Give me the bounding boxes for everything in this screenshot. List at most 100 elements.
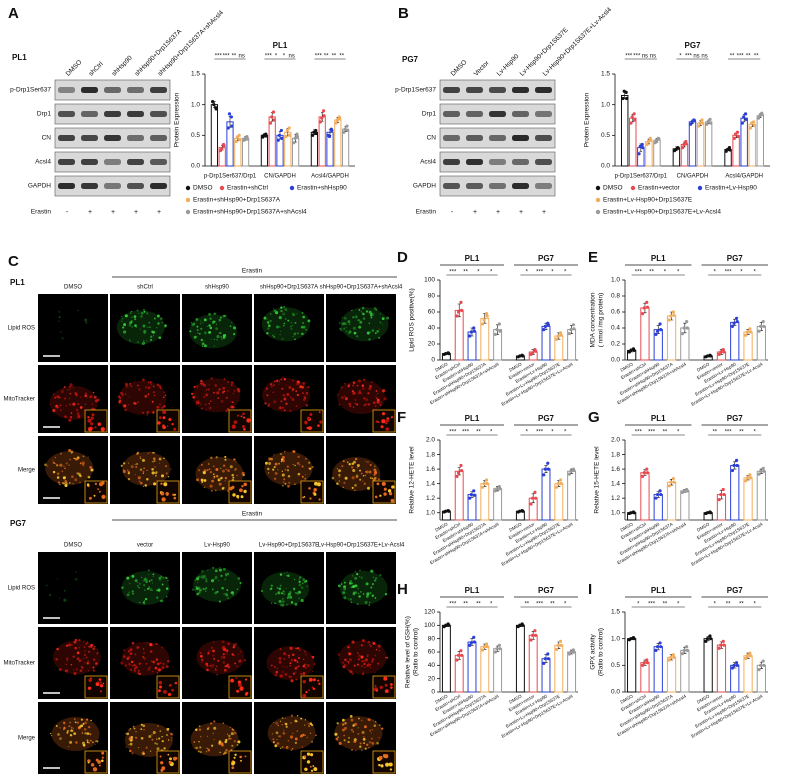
data-point (546, 323, 550, 327)
data-point (270, 115, 274, 119)
inset (300, 750, 324, 774)
fluorescence-spot (338, 480, 340, 482)
fluorescence-spot (345, 326, 347, 328)
fluorescence-spot (306, 736, 308, 738)
fluorescence-spot (365, 310, 369, 313)
fluorescence-spot (221, 586, 224, 590)
fluorescence-spot (149, 338, 153, 341)
fluorescence-spot (364, 600, 368, 604)
fluorescence-spot (282, 600, 285, 603)
fluorescence-spot (283, 306, 285, 308)
fluorescence-spot (140, 315, 143, 318)
fluorescence-spot (351, 640, 355, 644)
data-point (229, 115, 233, 119)
blot-band (535, 135, 552, 141)
micrograph (326, 436, 396, 504)
column-label: Lv-Hsp90+Drp1S637E (259, 543, 319, 549)
data-point (645, 300, 649, 304)
fluorescence-spot (337, 736, 339, 738)
fluorescence-spot (125, 384, 129, 388)
fluorescence-spot (278, 735, 282, 738)
fluorescence-spot (213, 312, 216, 315)
fluorescence-spot (339, 327, 342, 330)
fluorescence-spot (279, 334, 281, 336)
x-tick-label: DMSO (434, 693, 449, 704)
significance-label: ** (754, 54, 759, 60)
blot-band (512, 183, 529, 189)
data-point (708, 117, 712, 121)
fluorescence-spot (236, 474, 238, 477)
fluorescence-spot (225, 574, 227, 577)
data-point (669, 480, 673, 484)
blot-band (58, 183, 75, 189)
fluorescence-spot (75, 668, 79, 671)
data-point (533, 629, 537, 633)
inset-spot (237, 680, 242, 684)
fluorescence-spot (59, 409, 62, 411)
fluorescence-spot (225, 410, 228, 413)
fluorescence-spot (230, 732, 234, 736)
fluorescence-spot (363, 404, 366, 407)
significance-label: ** (712, 430, 717, 436)
fluorescence-spot (162, 662, 165, 665)
significance-label: ** (332, 54, 337, 60)
y-tick-label: 1.6 (611, 466, 620, 473)
significance-label: ** (463, 270, 468, 276)
inset-spot (232, 493, 236, 497)
inset-spot (380, 764, 384, 768)
fluorescence-spot (305, 328, 308, 331)
fluorescence-spot (159, 575, 163, 579)
fluorescence-spot (236, 665, 239, 668)
fluorescence-spot (357, 654, 361, 657)
fluorescence-spot (362, 671, 364, 673)
data-point (682, 648, 686, 653)
bar (653, 646, 663, 693)
y-tick-label: 0.5 (601, 132, 610, 139)
legend-label: Erastin+Lv-Hsp90 (705, 185, 757, 192)
inset (228, 480, 252, 504)
fluorescence-spot (270, 587, 273, 590)
data-point (658, 322, 662, 326)
bar (666, 315, 677, 361)
data-point (681, 146, 685, 150)
fluorescence-spot (142, 648, 145, 650)
fluorescence-spot (286, 393, 290, 396)
data-point (268, 121, 273, 125)
inset-spot (101, 751, 105, 755)
blot-band (104, 183, 121, 189)
fluorescence-spot (198, 588, 202, 592)
inset-spot (100, 427, 105, 432)
fluorescence-spot (87, 660, 89, 662)
panel-label: D (397, 249, 408, 266)
fluorescence-spot (371, 329, 375, 332)
data-point (533, 490, 537, 494)
inset (372, 675, 396, 699)
fluorescence-spot (233, 390, 235, 392)
panel-label: F (397, 409, 406, 426)
fluorescence-spot (200, 463, 203, 466)
fluorescence-spot (354, 576, 358, 580)
data-point (529, 638, 533, 642)
fluorescence-spot (147, 667, 151, 671)
fluorescence-spot (207, 735, 209, 737)
fluorescence-spot (381, 323, 384, 325)
fluorescence-spot (280, 378, 283, 381)
fluorescence-spot (344, 726, 347, 730)
inset-spot (383, 492, 387, 496)
bar (334, 119, 342, 167)
data-point (495, 487, 499, 491)
inset-spot (92, 767, 98, 772)
data-point (655, 492, 660, 497)
data-point (292, 141, 296, 145)
data-point (698, 121, 702, 125)
fluorescence-spot (274, 673, 278, 677)
micrograph (254, 702, 324, 774)
fluorescence-spot (306, 664, 310, 667)
fluorescence-spot (82, 743, 86, 747)
fluorescence-spot (272, 738, 275, 741)
fluorescence-spot (69, 392, 72, 395)
fluorescence-spot (267, 324, 271, 328)
data-point (682, 326, 686, 330)
significance-label: ** (339, 54, 344, 60)
fluorescence-spot (226, 489, 230, 492)
